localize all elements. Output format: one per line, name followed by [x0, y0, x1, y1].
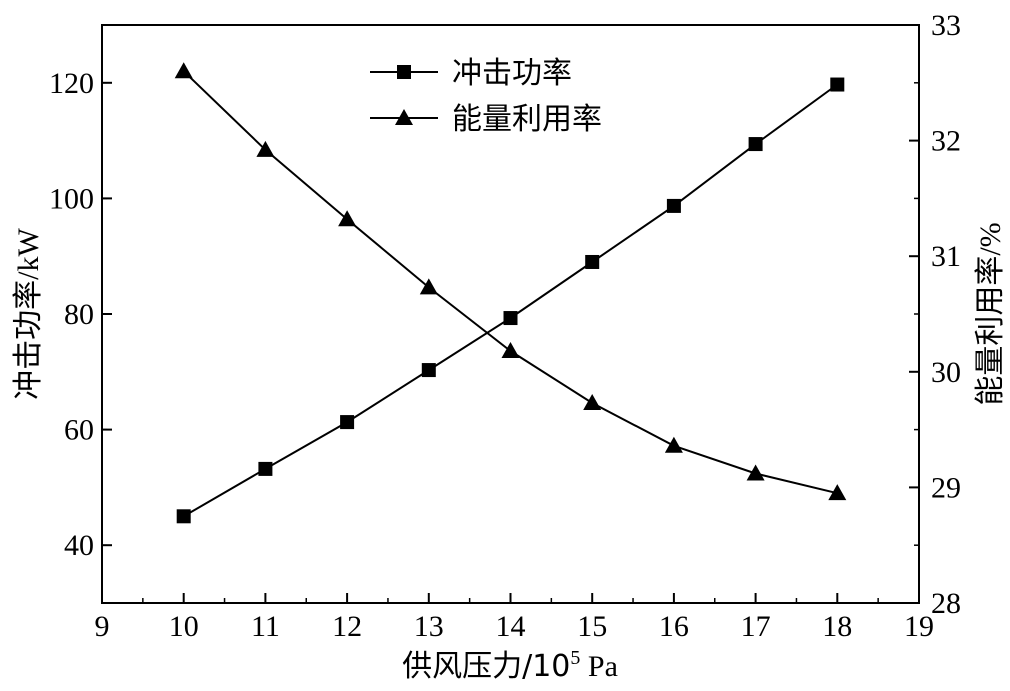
- right-y-axis-label-unit: /%: [974, 222, 1007, 255]
- data-point-square: [258, 461, 273, 476]
- legend-label-impact-power: 冲击功率: [452, 56, 572, 91]
- x-tick-label: 9: [95, 610, 110, 643]
- x-axis-label-superscript: 5: [570, 647, 580, 669]
- left-y-axis-label: 冲击功率/kW: [11, 227, 46, 399]
- series-group: [174, 62, 847, 524]
- left-y-tick-label: 120: [49, 67, 94, 100]
- right-y-axis: 28 29 30 31 32 33: [909, 9, 961, 620]
- x-tick-label: 18: [822, 610, 852, 643]
- x-axis-label-unit: Pa: [580, 650, 618, 683]
- data-point-triangle: [256, 140, 275, 157]
- x-tick-label: 10: [169, 610, 199, 643]
- legend-marker-triangle: [395, 109, 413, 125]
- data-point-square: [830, 77, 845, 92]
- x-axis: 9 10 11 12 13 14 15 16 17 18 19: [95, 593, 934, 643]
- left-y-axis-label-unit: /kW: [12, 227, 45, 279]
- data-point-square: [340, 415, 355, 430]
- legend-label-energy-efficiency: 能量利用率: [452, 102, 602, 137]
- left-y-axis: 40 60 80 100 120: [49, 67, 112, 562]
- x-tick-label: 11: [251, 610, 280, 643]
- left-y-tick-label: 60: [64, 414, 94, 447]
- data-point-triangle: [419, 278, 438, 295]
- data-point-triangle: [746, 464, 765, 481]
- right-y-tick-label: 30: [931, 356, 961, 389]
- legend-marker-square: [397, 65, 411, 79]
- legend: 冲击功率 能量利用率: [370, 56, 602, 137]
- data-point-square: [666, 198, 681, 213]
- data-point-triangle: [828, 484, 847, 501]
- series-line-0: [183, 83, 838, 518]
- left-y-axis-label-text: 冲击功率: [11, 280, 46, 400]
- data-point-square: [176, 509, 191, 524]
- x-tick-label: 17: [741, 610, 771, 643]
- data-point-triangle: [664, 436, 683, 453]
- data-point-triangle: [501, 341, 520, 358]
- data-point-square: [585, 254, 600, 269]
- data-point-square: [421, 363, 436, 378]
- right-y-tick-label: 31: [931, 240, 961, 273]
- data-point-square: [503, 311, 518, 326]
- data-point-square: [748, 137, 763, 152]
- data-point-triangle: [174, 62, 193, 79]
- x-tick-label: 13: [414, 610, 444, 643]
- x-axis-label-main: 供风压力/10: [402, 649, 570, 684]
- right-y-tick-label: 28: [931, 587, 961, 620]
- x-axis-label: 供风压力/105 Pa: [402, 647, 618, 684]
- x-tick-label: 16: [659, 610, 689, 643]
- right-y-axis-label: 能量利用率/%: [973, 222, 1008, 405]
- right-y-tick-label: 33: [931, 9, 961, 42]
- left-y-tick-label: 40: [64, 529, 94, 562]
- right-y-axis-label-text: 能量利用率: [973, 256, 1008, 406]
- left-y-tick-label: 80: [64, 298, 94, 331]
- right-y-tick-label: 29: [931, 471, 961, 504]
- right-y-tick-label: 32: [931, 125, 961, 158]
- x-tick-label: 14: [496, 610, 526, 643]
- left-y-tick-label: 100: [49, 182, 94, 215]
- x-tick-label: 12: [332, 610, 362, 643]
- data-point-triangle: [338, 210, 357, 227]
- data-point-triangle: [583, 394, 602, 411]
- x-tick-label: 19: [904, 610, 934, 643]
- x-tick-label: 15: [577, 610, 607, 643]
